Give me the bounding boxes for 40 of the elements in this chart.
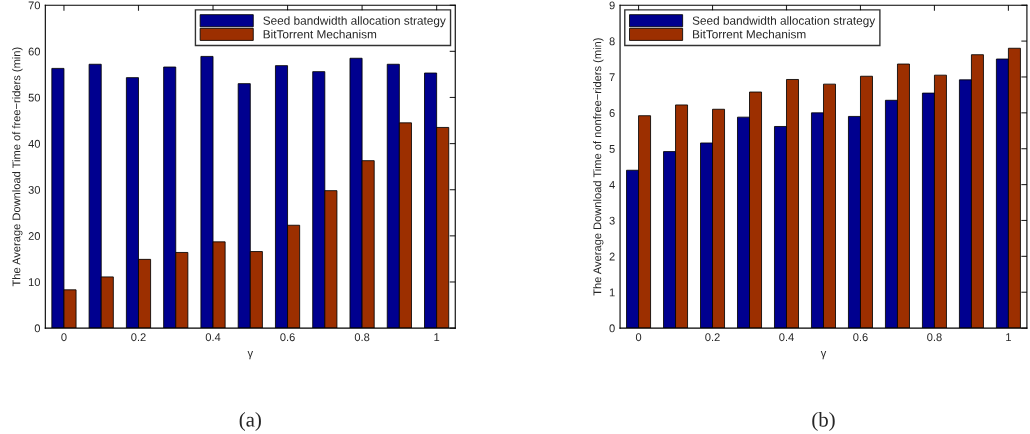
x-tick-label: 0.4 <box>779 333 794 342</box>
legend-label: BitTorrent Mechanism <box>693 29 806 39</box>
x-tick-label: 0.8 <box>354 333 370 342</box>
y-tick-label: 0 <box>609 324 615 333</box>
x-tick-label: 0.6 <box>280 333 295 342</box>
x-tick-label: 0 <box>61 333 67 342</box>
y-tick-label: 2 <box>609 252 615 261</box>
x-axis-title: γ <box>247 351 254 360</box>
y-tick-label: 4 <box>609 180 615 189</box>
y-axis-title: The Average Download Time of nonfree−riders (min) <box>593 38 604 296</box>
legend-label: Seed bandwidth allocation strategy <box>692 16 876 28</box>
y-tick-label: 1 <box>609 288 615 297</box>
y-tick-label: 8 <box>609 37 615 46</box>
y-tick-label: 9 <box>609 1 615 10</box>
y-tick-label: 10 <box>28 278 41 287</box>
legend-label: BitTorrent Mechanism <box>263 29 377 39</box>
x-tick-label: 1 <box>1006 333 1011 342</box>
y-tick-label: 0 <box>34 324 41 333</box>
text: (a) <box>239 412 261 431</box>
y-tick-label: 3 <box>609 216 615 225</box>
y-tick-label: 70 <box>28 1 41 10</box>
text: (b) <box>812 412 835 431</box>
y-tick-label: 30 <box>28 185 41 194</box>
y-tick-label: 20 <box>28 232 41 240</box>
y-axis-title: The Average Download Time of free−riders (min) <box>12 47 23 287</box>
y-tick-label: 6 <box>609 109 615 117</box>
y-tick-label: 5 <box>609 145 615 153</box>
x-tick-label: 0 <box>635 333 642 342</box>
x-tick-label: 1 <box>434 333 440 342</box>
x-tick-label: 0.4 <box>205 333 221 342</box>
legend-label: Seed bandwidth allocation strategy <box>263 16 446 28</box>
x-tick-label: 0.2 <box>705 333 720 342</box>
x-tick-label: 0.2 <box>131 333 146 342</box>
x-tick-label: 0.6 <box>853 333 868 342</box>
x-axis-title: γ <box>820 351 827 360</box>
y-tick-label: 7 <box>609 73 615 81</box>
y-tick-label: 50 <box>28 93 41 102</box>
x-tick-label: 0.8 <box>927 333 942 342</box>
y-tick-label: 40 <box>28 139 41 148</box>
y-tick-label: 60 <box>28 47 41 56</box>
